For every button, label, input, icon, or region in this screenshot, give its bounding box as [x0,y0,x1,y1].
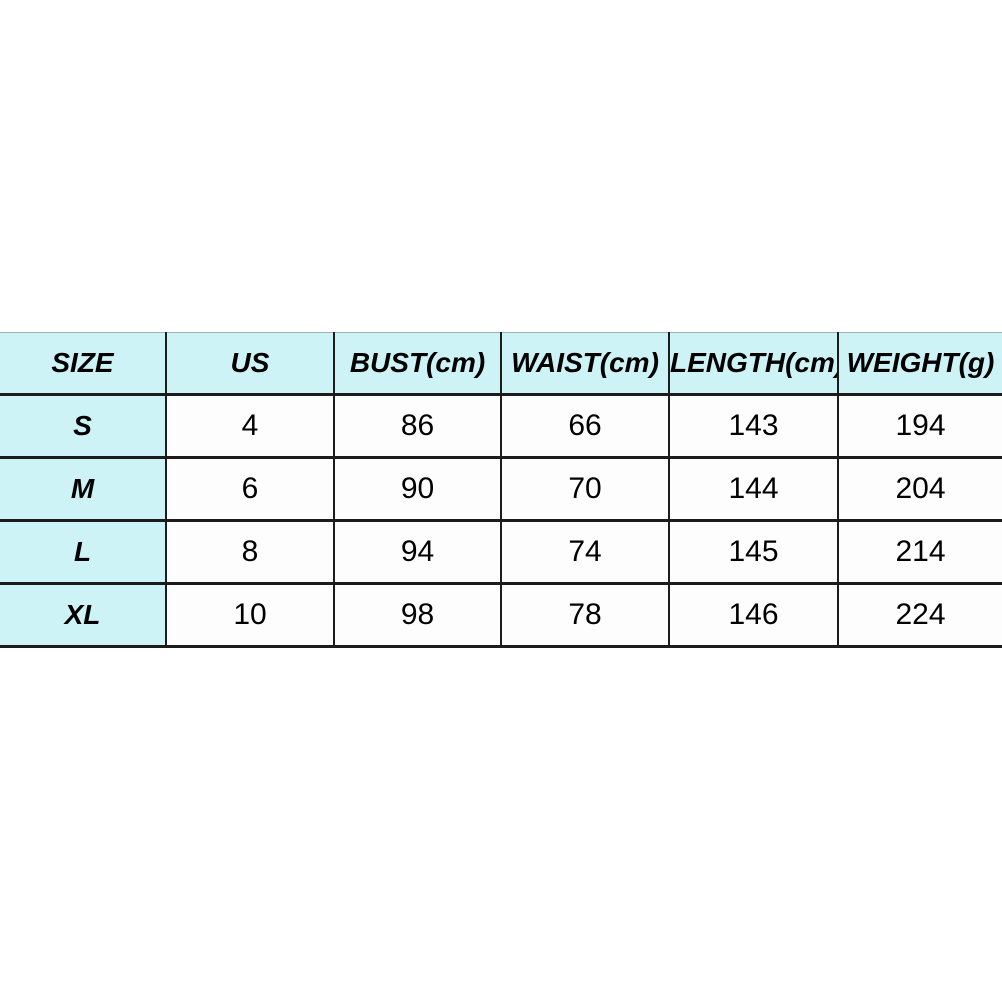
table-cell: 6 [165,456,335,522]
header-row: SIZE US BUST(cm) WAIST(cm) LENGTH(cm) WE… [0,332,1002,396]
table-cell: 4 [165,393,335,459]
table-cell: 98 [333,582,502,648]
header-cell-bust: BUST(cm) [333,332,502,396]
table-cell: 8 [165,519,335,585]
table-cell: 66 [500,393,670,459]
table-row-s: S 4 86 66 143 194 [0,393,1002,459]
header-cell-waist: WAIST(cm) [500,332,670,396]
table-cell: 145 [668,519,839,585]
row-label-l: L [0,519,167,585]
header-cell-length: LENGTH(cm) [668,332,839,396]
table-cell: 144 [668,456,839,522]
row-label-m: M [0,456,167,522]
table-row-m: M 6 90 70 144 204 [0,456,1002,522]
header-cell-size: SIZE [0,332,167,396]
table-cell: 224 [837,582,1002,648]
size-chart-table: SIZE US BUST(cm) WAIST(cm) LENGTH(cm) WE… [0,332,1002,648]
table-row-l: L 8 94 74 145 214 [0,519,1002,585]
table-cell: 10 [165,582,335,648]
table-cell: 194 [837,393,1002,459]
table-cell: 78 [500,582,670,648]
size-chart-container: SIZE US BUST(cm) WAIST(cm) LENGTH(cm) WE… [0,332,1002,648]
row-label-s: S [0,393,167,459]
table-cell: 74 [500,519,670,585]
table-cell: 204 [837,456,1002,522]
table-cell: 143 [668,393,839,459]
row-label-xl: XL [0,582,167,648]
table-row-xl: XL 10 98 78 146 224 [0,582,1002,648]
table-cell: 94 [333,519,502,585]
table-cell: 90 [333,456,502,522]
table-cell: 86 [333,393,502,459]
table-cell: 146 [668,582,839,648]
header-cell-us: US [165,332,335,396]
table-cell: 70 [500,456,670,522]
table-cell: 214 [837,519,1002,585]
header-cell-weight: WEIGHT(g) [837,332,1002,396]
